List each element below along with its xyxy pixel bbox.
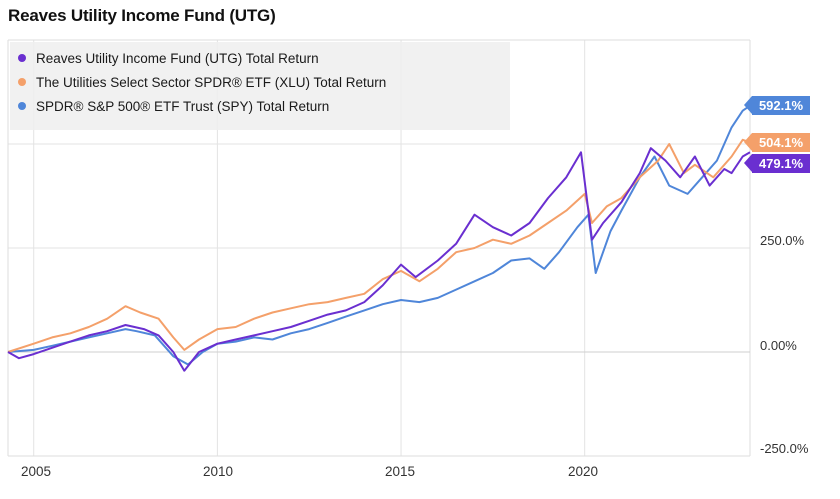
end-value-label-xlu: 504.1% bbox=[744, 132, 810, 152]
series-layer bbox=[7, 104, 751, 372]
legend-label-xlu: The Utilities Select Sector SPDR® ETF (X… bbox=[36, 74, 387, 90]
series-line-xlu bbox=[7, 138, 751, 353]
end-value-label-utg: 479.1% bbox=[744, 153, 810, 173]
legend-marker-xlu bbox=[18, 78, 26, 86]
x-tick-label: 2015 bbox=[384, 464, 416, 479]
x-tick-label: 2010 bbox=[202, 464, 234, 479]
series-line-utg bbox=[7, 147, 751, 372]
y-tick-label: 0.00% bbox=[760, 338, 797, 353]
chart-title: Reaves Utility Income Fund (UTG) bbox=[8, 6, 276, 25]
legend-item-utg[interactable]: Reaves Utility Income Fund (UTG) Total R… bbox=[18, 48, 319, 68]
y-tick-label: 250.0% bbox=[760, 233, 805, 248]
x-tick-label: 2005 bbox=[20, 464, 52, 479]
x-tick-label: 2020 bbox=[567, 464, 599, 479]
legend: Reaves Utility Income Fund (UTG) Total R… bbox=[10, 42, 510, 130]
legend-marker-spy bbox=[18, 102, 26, 110]
series-line-spy bbox=[7, 104, 751, 366]
legend-item-xlu[interactable]: The Utilities Select Sector SPDR® ETF (X… bbox=[18, 72, 386, 92]
y-tick-label: -250.0% bbox=[760, 441, 809, 456]
legend-label-spy: SPDR® S&P 500® ETF Trust (SPY) Total Ret… bbox=[36, 98, 330, 114]
grid-layer bbox=[7, 39, 751, 457]
legend-marker-utg bbox=[18, 54, 26, 62]
legend-label-utg: Reaves Utility Income Fund (UTG) Total R… bbox=[36, 50, 319, 66]
legend-item-spy[interactable]: SPDR® S&P 500® ETF Trust (SPY) Total Ret… bbox=[18, 96, 329, 116]
end-value-label-spy: 592.1% bbox=[744, 96, 810, 116]
